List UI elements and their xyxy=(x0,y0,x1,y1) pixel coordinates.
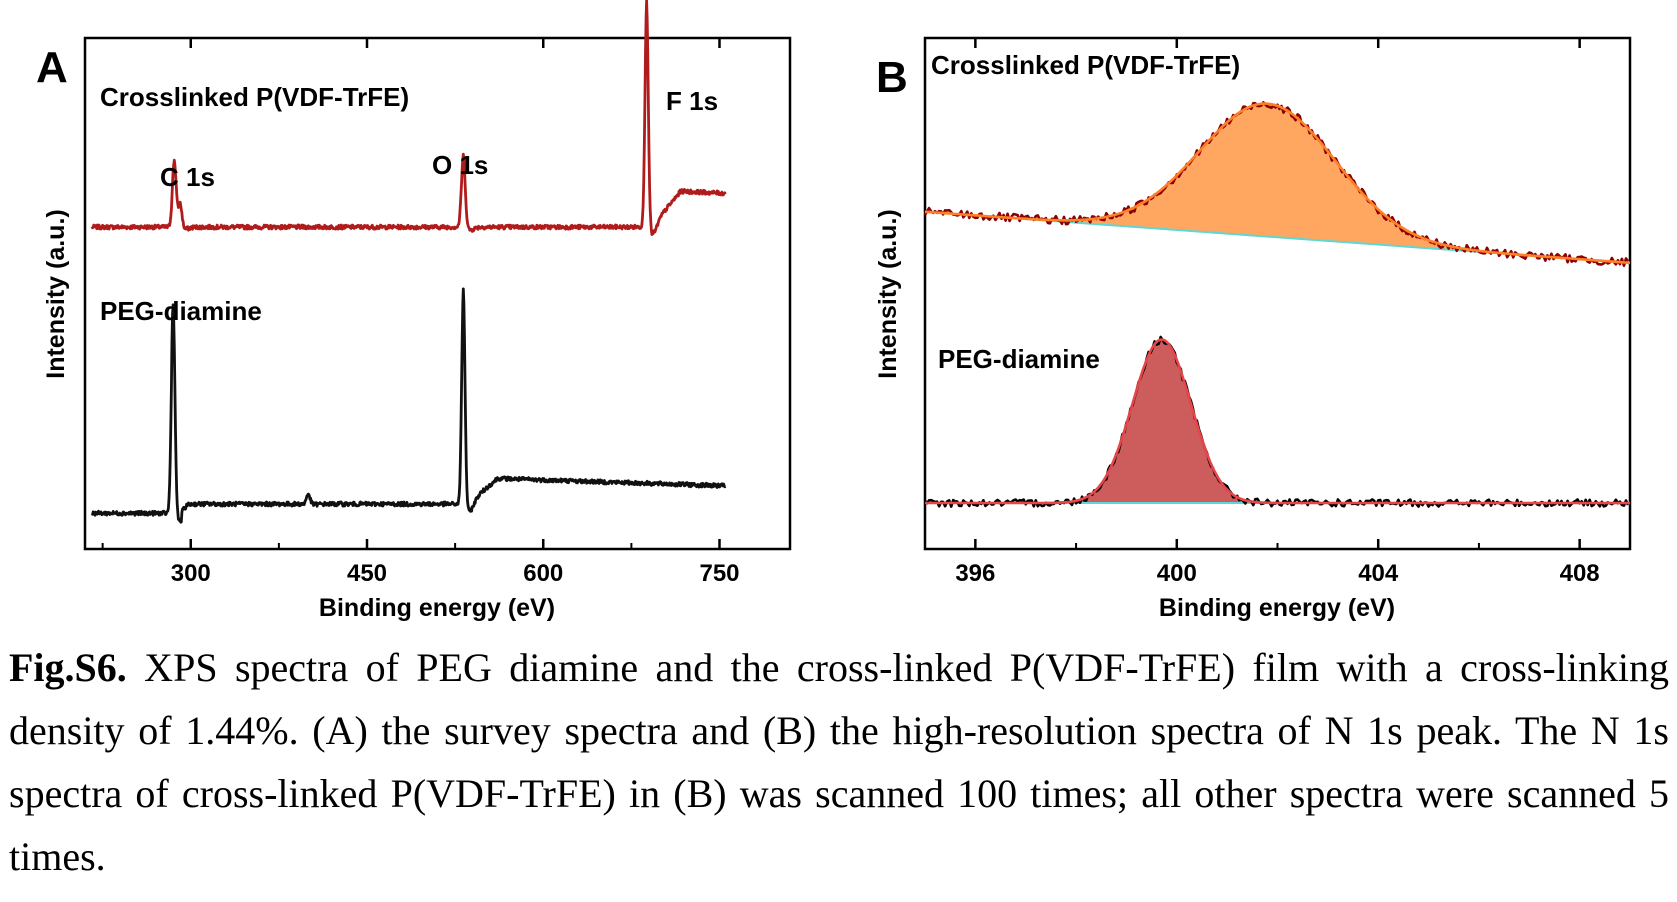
panel-b-series-label-peg: PEG-diamine xyxy=(938,344,1100,374)
peak-label-o1s: O 1s xyxy=(432,150,488,180)
panel-b-series-label-crosslinked: Crosslinked P(VDF-TrFE) xyxy=(931,50,1240,80)
panel-a-x-tick-label: 450 xyxy=(347,560,387,587)
panel-b: B 396 400 404 408 Crosslinked P(VDF-TrFE) P… xyxy=(874,36,1632,622)
panel-a-plot-frame xyxy=(83,36,792,551)
peak-label-c1s: C 1s xyxy=(160,162,215,192)
panel-a-x-ticks: 300 450 600 750 xyxy=(101,38,740,587)
panel-a-letter: A xyxy=(36,43,68,92)
panel-a-series-label-crosslinked: Crosslinked P(VDF-TrFE) xyxy=(100,82,409,112)
panel-b-x-tick-label: 400 xyxy=(1157,560,1197,587)
panel-b-x-ticks: 396 400 404 408 xyxy=(955,38,1600,587)
panel-a-series-label-peg: PEG-diamine xyxy=(100,296,262,326)
panel-b-x-tick-label: 408 xyxy=(1560,560,1600,587)
caption-text: XPS spectra of PEG diamine and the cross… xyxy=(9,645,1669,879)
panel-a: A 300 450 600 750 Crosslinked P(VDF-TrFE) P… xyxy=(36,0,792,622)
peak-label-f1s: F 1s xyxy=(666,86,718,116)
panel-a-y-axis-title: Intensity (a.u.) xyxy=(42,209,70,378)
panel-a-x-tick-label: 300 xyxy=(171,560,211,587)
panel-a-x-tick-label: 750 xyxy=(699,560,739,587)
panel-b-x-axis-title: Binding energy (eV) xyxy=(1159,594,1395,622)
panel-a-series-group xyxy=(90,0,727,524)
panel-b-x-tick-label: 404 xyxy=(1358,560,1399,587)
panel-a-series-line-crosslinked xyxy=(90,0,727,236)
panel-a-x-tick-label: 600 xyxy=(523,560,563,587)
panel-b-letter: B xyxy=(876,53,908,102)
panel-a-series-line-peg xyxy=(90,287,727,524)
caption-label: Fig.S6. xyxy=(9,645,127,690)
panel-b-y-axis-title: Intensity (a.u.) xyxy=(874,209,902,378)
panel-b-peak-fill-peg xyxy=(1044,339,1279,503)
figure-caption: Fig.S6. XPS spectra of PEG diamine and t… xyxy=(9,636,1669,888)
panel-b-peak-fill-crosslinked xyxy=(995,103,1540,257)
panel-b-series-group xyxy=(923,101,1631,508)
panel-a-x-axis-title: Binding energy (eV) xyxy=(319,594,555,622)
figure: A 300 450 600 750 Crosslinked P(VDF-TrFE) P… xyxy=(36,0,1632,622)
panel-b-fit-envelope-crosslinked xyxy=(924,102,1630,265)
panel-b-fit-envelope-peg xyxy=(925,338,1630,505)
panel-b-x-tick-label: 396 xyxy=(955,560,995,587)
